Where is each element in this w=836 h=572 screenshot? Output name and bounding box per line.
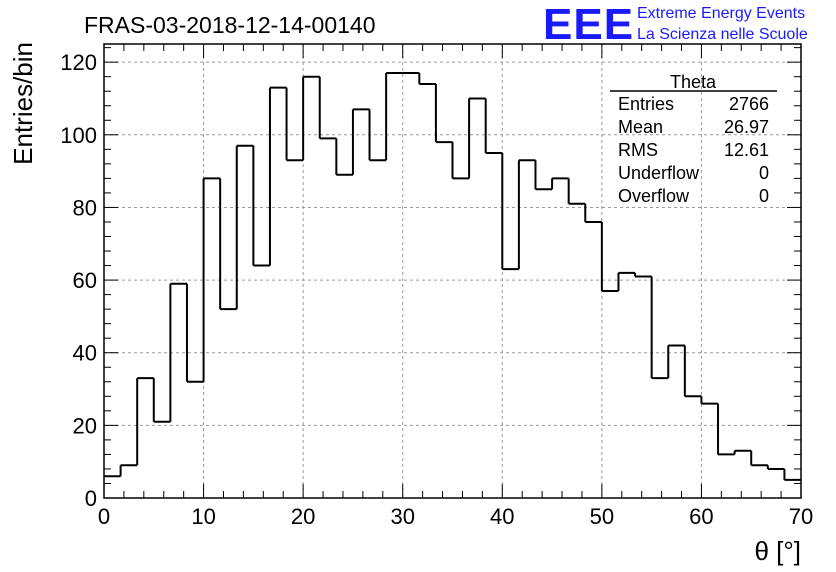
y-tick-label: 120 — [60, 50, 97, 75]
stats-value: 0 — [759, 163, 769, 183]
x-tick-label: 30 — [390, 504, 414, 529]
y-tick-label: 20 — [73, 413, 97, 438]
grid-lines — [104, 44, 801, 498]
histogram-bars — [104, 72, 801, 481]
stats-value: 12.61 — [724, 140, 769, 160]
stats-title: Theta — [670, 72, 717, 92]
x-tick-label: 60 — [689, 504, 713, 529]
stats-label: Mean — [618, 117, 663, 137]
stats-label: Underflow — [618, 163, 700, 183]
x-axis-label: θ [°] — [754, 536, 801, 566]
y-tick-label: 60 — [73, 268, 97, 293]
stats-value: 26.97 — [724, 117, 769, 137]
x-tick-label: 50 — [590, 504, 614, 529]
tick-labels: 0 10 20 30 40 50 60 70 0 20 40 60 80 100 120 — [60, 50, 813, 529]
plot-frame — [103, 43, 802, 499]
logo-line-1: Extreme Energy Events — [637, 5, 805, 22]
y-tick-label: 40 — [73, 341, 97, 366]
stats-box: Theta Entries 2766 Mean 26.97 RMS 12.61 Underf… — [610, 72, 777, 206]
y-tick-label: 80 — [73, 195, 97, 220]
stats-value: 0 — [759, 186, 769, 206]
logo-line-2: La Scienza nelle Scuole — [637, 26, 808, 43]
x-tick-label: 20 — [291, 504, 315, 529]
stats-label: Entries — [618, 94, 674, 114]
x-tick-label: 10 — [191, 504, 215, 529]
y-tick-label: 100 — [60, 123, 97, 148]
x-tick-label: 40 — [490, 504, 514, 529]
y-axis-label: Entries/bin — [8, 42, 38, 165]
eee-logo: EEE — [543, 0, 634, 49]
stats-label: RMS — [618, 140, 658, 160]
axis-ticks — [103, 44, 802, 499]
y-tick-label: 0 — [85, 486, 97, 511]
stats-label: Overflow — [618, 186, 690, 206]
chart-title: FRAS-03-2018-12-14-00140 — [84, 12, 376, 38]
x-tick-label: 0 — [98, 504, 110, 529]
stats-value: 2766 — [729, 94, 769, 114]
x-tick-label: 70 — [789, 504, 813, 529]
